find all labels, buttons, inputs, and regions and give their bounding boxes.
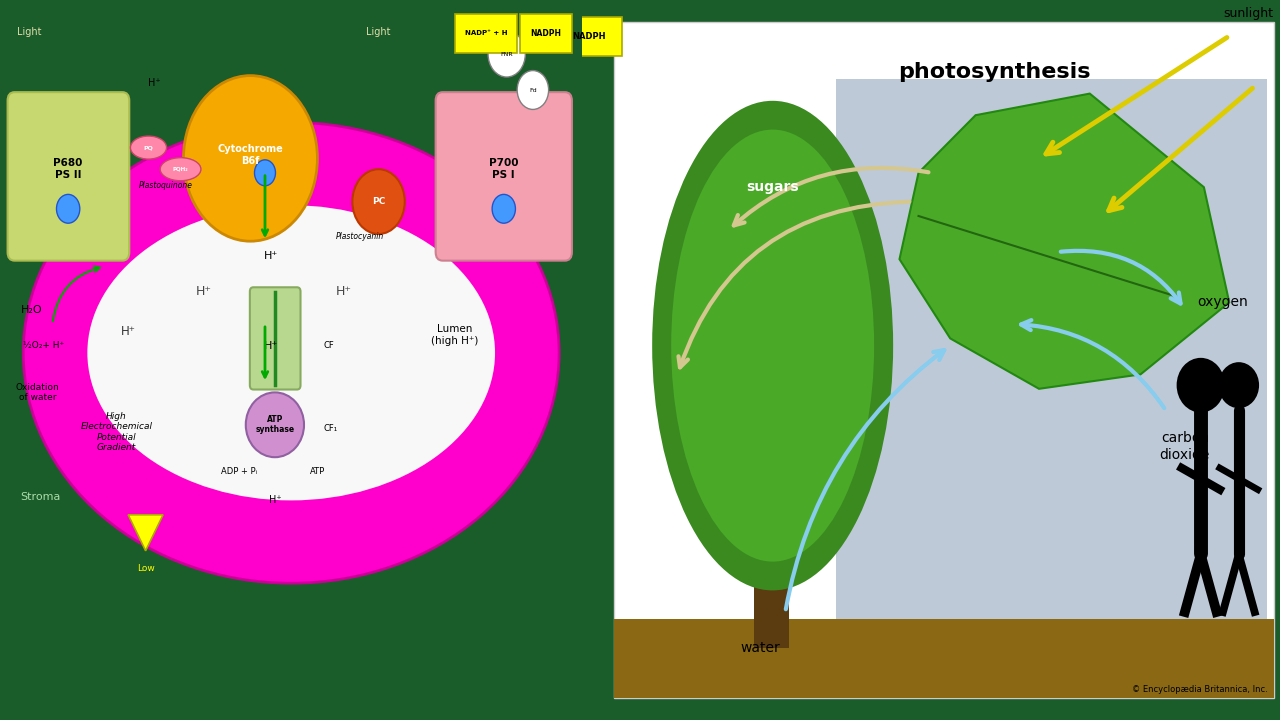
Ellipse shape <box>160 158 201 181</box>
Text: PQH₂: PQH₂ <box>173 167 188 171</box>
FancyBboxPatch shape <box>435 92 572 261</box>
Circle shape <box>352 169 404 234</box>
Text: H⁺: H⁺ <box>264 341 278 351</box>
Circle shape <box>183 76 317 241</box>
Text: P680
PS II: P680 PS II <box>54 158 83 180</box>
Polygon shape <box>900 94 1229 389</box>
Text: ADP + Pᵢ: ADP + Pᵢ <box>220 467 257 476</box>
Text: photosynthesis: photosynthesis <box>899 62 1091 82</box>
Ellipse shape <box>87 205 495 500</box>
Text: Low: Low <box>137 564 155 573</box>
Text: High
Electrochemical
Potential
Gradient: High Electrochemical Potential Gradient <box>81 412 152 452</box>
FancyBboxPatch shape <box>8 92 129 261</box>
Text: H₂O: H₂O <box>22 305 42 315</box>
Text: NADP⁺ + H: NADP⁺ + H <box>465 30 508 36</box>
Circle shape <box>56 194 79 223</box>
FancyBboxPatch shape <box>456 14 517 53</box>
Text: Plastocyanin: Plastocyanin <box>335 232 384 240</box>
Text: FNR: FNR <box>500 52 513 56</box>
Text: CF: CF <box>324 341 334 350</box>
Text: sunlight: sunlight <box>1224 7 1274 20</box>
Circle shape <box>492 194 516 223</box>
Circle shape <box>488 31 525 77</box>
Text: Light: Light <box>366 27 390 37</box>
FancyBboxPatch shape <box>754 533 788 648</box>
Text: © Encyclopædia Britannica, Inc.: © Encyclopædia Britannica, Inc. <box>1132 685 1267 694</box>
Text: Lumen
(high H⁺): Lumen (high H⁺) <box>430 324 477 346</box>
Text: H⁺: H⁺ <box>148 78 161 88</box>
Text: Light: Light <box>17 27 41 37</box>
Text: carbon
dioxide: carbon dioxide <box>1160 431 1210 462</box>
Text: PC: PC <box>372 197 385 206</box>
Text: NADPH: NADPH <box>572 32 605 41</box>
Ellipse shape <box>131 136 166 159</box>
Circle shape <box>1219 362 1260 408</box>
Circle shape <box>255 160 275 186</box>
Text: H⁺: H⁺ <box>335 285 352 298</box>
Ellipse shape <box>652 101 893 590</box>
Text: Stroma: Stroma <box>20 492 61 502</box>
Text: H⁺: H⁺ <box>120 325 136 338</box>
FancyBboxPatch shape <box>520 14 572 53</box>
Circle shape <box>517 71 549 109</box>
Text: Fd: Fd <box>529 88 536 92</box>
Text: Oxidation
of water: Oxidation of water <box>15 383 60 402</box>
Text: NADPH: NADPH <box>530 29 561 37</box>
Text: ATP: ATP <box>310 467 325 476</box>
FancyBboxPatch shape <box>556 17 622 56</box>
Text: ½O₂+ H⁺: ½O₂+ H⁺ <box>23 341 64 350</box>
FancyBboxPatch shape <box>836 79 1267 626</box>
Text: water: water <box>740 641 780 655</box>
Text: oxygen: oxygen <box>1198 295 1248 310</box>
Text: H⁺: H⁺ <box>196 285 212 298</box>
Text: H⁺: H⁺ <box>269 495 282 505</box>
Ellipse shape <box>671 130 874 562</box>
Text: sugars: sugars <box>746 180 799 194</box>
Ellipse shape <box>246 392 305 457</box>
Text: P700
PS I: P700 PS I <box>489 158 518 180</box>
Text: PQ: PQ <box>143 145 154 150</box>
Circle shape <box>1176 358 1225 413</box>
FancyBboxPatch shape <box>614 619 1274 698</box>
Text: Cytochrome
B6f: Cytochrome B6f <box>218 144 283 166</box>
FancyBboxPatch shape <box>614 22 1274 698</box>
Text: CF₁: CF₁ <box>324 424 338 433</box>
Polygon shape <box>128 515 163 551</box>
Text: H⁺: H⁺ <box>264 251 278 261</box>
FancyBboxPatch shape <box>250 287 301 390</box>
Text: ATP
synthase: ATP synthase <box>255 415 294 434</box>
Text: Plastoquinone: Plastoquinone <box>140 181 193 190</box>
Ellipse shape <box>23 122 559 583</box>
